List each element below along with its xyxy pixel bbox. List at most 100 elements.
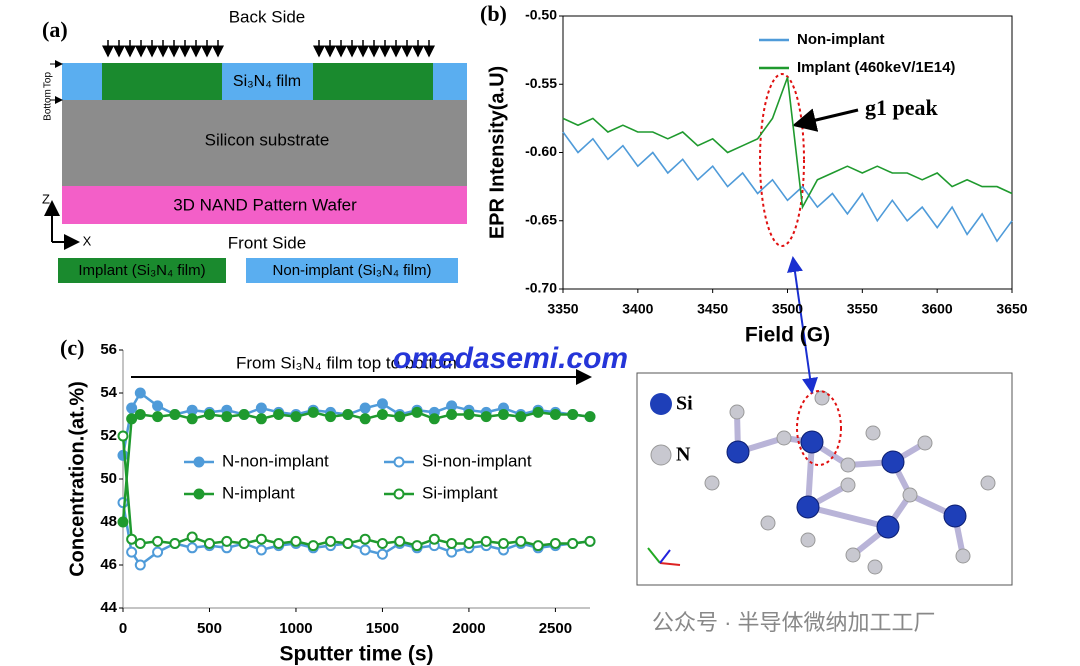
legend-label: Si-implant bbox=[422, 483, 498, 502]
y-axis-label: EPR Intensity(a.U) bbox=[486, 66, 508, 239]
legend-label: N-non-implant bbox=[222, 451, 329, 470]
data-point bbox=[359, 533, 371, 545]
y-tick-label: 46 bbox=[100, 556, 117, 573]
data-point bbox=[411, 406, 423, 418]
data-point bbox=[515, 411, 527, 423]
data-point bbox=[169, 409, 181, 420]
legend-label: N-implant bbox=[222, 483, 295, 502]
annotation-arrow bbox=[792, 108, 859, 132]
plot-frame bbox=[562, 15, 1013, 290]
legend-label: Implant (Si₃N₄ film) bbox=[78, 262, 205, 279]
legend-swatch bbox=[58, 258, 226, 283]
y-axis-label: Concentration.(at.%) bbox=[66, 381, 88, 577]
y-tick-label: -0.70 bbox=[525, 280, 557, 296]
data-point bbox=[238, 538, 250, 549]
data-point bbox=[394, 535, 406, 547]
data-point bbox=[567, 538, 579, 549]
y-tick-label: 56 bbox=[100, 341, 117, 358]
si-atoms bbox=[726, 430, 967, 539]
implant-block bbox=[313, 63, 433, 100]
data-point bbox=[549, 538, 561, 549]
data-point bbox=[376, 538, 388, 549]
substrate bbox=[62, 100, 467, 186]
data-point bbox=[134, 409, 146, 420]
panel-label: (c) bbox=[60, 335, 84, 360]
data-point bbox=[394, 411, 406, 423]
data-point bbox=[169, 538, 181, 549]
data-point bbox=[117, 430, 129, 442]
data-point bbox=[428, 533, 440, 545]
data-point bbox=[498, 409, 510, 420]
data-point bbox=[480, 411, 492, 423]
data-point bbox=[186, 531, 198, 543]
data-point bbox=[186, 542, 198, 554]
data-point bbox=[549, 409, 561, 420]
data-point bbox=[325, 535, 337, 547]
y-tick-label: -0.60 bbox=[525, 143, 557, 159]
watermark: omedasemi.com bbox=[393, 342, 628, 375]
data-point bbox=[290, 411, 302, 423]
data-point bbox=[290, 535, 302, 547]
y-tick-label: 44 bbox=[100, 599, 117, 616]
legend-swatch bbox=[246, 258, 458, 283]
y-tick-label: 52 bbox=[100, 427, 117, 444]
data-point bbox=[359, 413, 371, 425]
data-point bbox=[152, 400, 164, 412]
legend-label: Non-implant (Si₃N₄ film) bbox=[273, 262, 432, 279]
data-point bbox=[532, 540, 544, 552]
data-point bbox=[515, 535, 527, 547]
legend-label: Si-non-implant bbox=[422, 451, 532, 470]
data-point bbox=[152, 535, 164, 547]
data-point bbox=[152, 411, 164, 423]
data-point bbox=[238, 409, 250, 420]
peak-highlight bbox=[759, 73, 805, 247]
chart: -0.50 -0.55 -0.60 -0.65 -0.70 3350 3400 3450 350… bbox=[480, 1, 1028, 347]
y-tick-label: 50 bbox=[100, 470, 117, 487]
series-line bbox=[562, 77, 1013, 210]
data-point bbox=[221, 535, 233, 547]
data-point bbox=[411, 540, 423, 552]
data-point bbox=[152, 546, 164, 558]
annotation: g1 peak bbox=[865, 95, 939, 120]
wafer-label: 3D NAND Pattern Wafer bbox=[173, 195, 357, 214]
x-tick-label: 500 bbox=[197, 620, 222, 637]
y-tick-label: -0.55 bbox=[525, 75, 557, 91]
x-tick-label: 2500 bbox=[539, 620, 572, 637]
data-point bbox=[117, 497, 129, 509]
x-tick-label: 3500 bbox=[772, 301, 803, 317]
data-point bbox=[480, 535, 492, 547]
film-label: Si₃N₄ film bbox=[233, 73, 301, 90]
data-point bbox=[359, 544, 371, 556]
back-side-label: Back Side bbox=[229, 7, 306, 26]
highlight bbox=[796, 390, 842, 466]
x-label: X bbox=[83, 233, 92, 248]
data-point bbox=[307, 540, 319, 552]
legend-marker bbox=[393, 488, 405, 500]
data-point bbox=[376, 398, 388, 410]
x-tick-label: 3600 bbox=[922, 301, 953, 317]
x-tick-label: 0 bbox=[119, 620, 127, 637]
wafer bbox=[62, 186, 467, 224]
x-tick-label: 3650 bbox=[996, 301, 1027, 317]
bottom-label: Bottom bbox=[43, 89, 54, 121]
data-point bbox=[584, 535, 596, 547]
y-tick-label: -0.65 bbox=[525, 211, 557, 227]
legend-n bbox=[650, 444, 672, 466]
data-point bbox=[342, 409, 354, 420]
axis-icon bbox=[659, 549, 671, 564]
data-point bbox=[342, 538, 354, 549]
data-point bbox=[498, 538, 510, 549]
y-tick-label: 54 bbox=[100, 384, 117, 401]
data-point bbox=[584, 411, 596, 423]
legend-marker bbox=[193, 488, 205, 500]
data-point bbox=[255, 544, 267, 556]
data-point bbox=[463, 538, 475, 549]
legend-label: Si bbox=[676, 393, 693, 415]
legend-label: N bbox=[676, 444, 691, 466]
x-tick-label: 1000 bbox=[279, 620, 312, 637]
data-point bbox=[134, 559, 146, 571]
legend-label: Implant (460keV/1E14) bbox=[797, 59, 955, 76]
data-point bbox=[126, 533, 138, 545]
data-point bbox=[273, 409, 285, 420]
